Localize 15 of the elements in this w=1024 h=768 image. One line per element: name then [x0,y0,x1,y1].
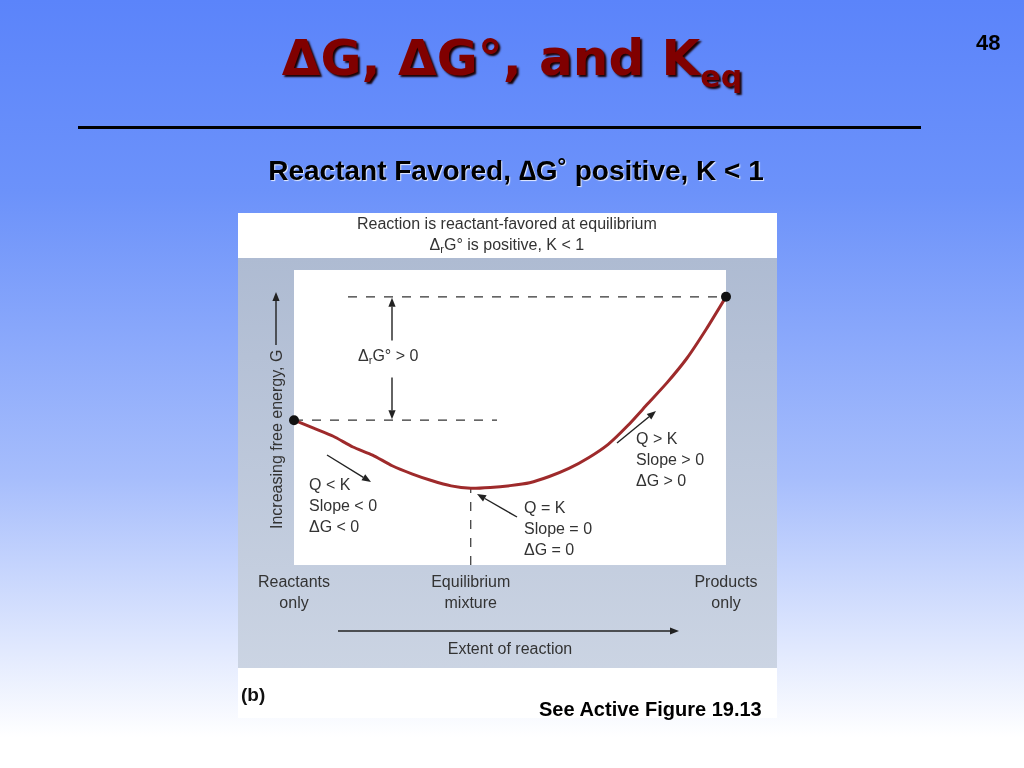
chart-title: ΔG, ΔG°, and K$_{eq}$ [281,28,743,96]
text: See Active Figure 19.13 [539,698,762,720]
x-axis-title: Extent of reaction [447,640,573,658]
text: (b) [241,684,266,705]
text: Reaction is reactant-favored at equilibrium Δ$_{r}$G° is positive, K < 1 [357,215,657,256]
chart-subtitle: Reactant Favored, ∆G˚ positive, K < 1 [268,154,764,188]
annotation: Q > K Slope > 0 ΔG > 0 [636,430,705,489]
annotation: Q = K Slope = 0 ΔG = 0 [524,499,593,558]
text: 48 [976,30,1001,55]
x-tick-label: Equilibrium mixture [431,573,511,611]
x-tick-label: Products only [694,573,758,611]
x-tick-label: Reactants only [257,573,331,611]
annotation: Δ$_{r}$G° > 0 [358,347,419,367]
annotation: Q < K Slope < 0 ΔG < 0 [309,476,378,535]
y-axis-title: Increasing free energy, G [268,349,285,529]
